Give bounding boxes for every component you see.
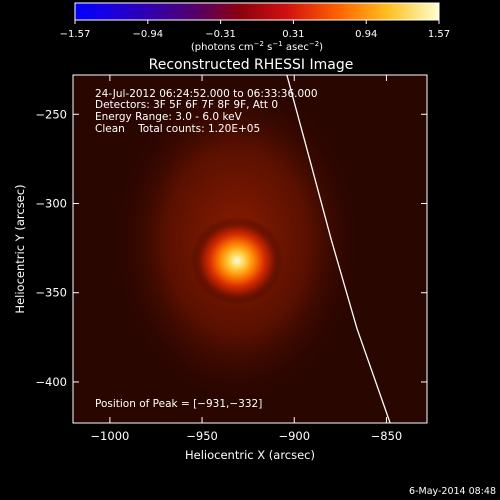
x-axis: −1000 −950 −900 −850 (90, 75, 402, 443)
x-tick-label: −1000 (90, 429, 129, 443)
footer-date: 6-May-2014 08:48 (409, 486, 496, 497)
annotation-detectors: Detectors: 3F 5F 6F 7F 8F 9F, Att 0 (95, 99, 278, 111)
colorbar-tick-label: −1.57 (60, 29, 91, 40)
x-tick-label: −850 (371, 429, 403, 443)
y-axis: −250 −300 −350 −400 (35, 107, 427, 389)
colorbar-tick-label: −0.31 (205, 29, 236, 40)
y-tick-label: −350 (35, 286, 67, 300)
x-tick-label: −950 (186, 429, 218, 443)
colorbar-label: (photons cm−2 s−1 asec−2) (191, 40, 323, 53)
colorbar-tick-label: 0.31 (282, 29, 304, 40)
x-axis-label: Heliocentric X (arcsec) (185, 448, 315, 462)
solar-limb-line (286, 75, 391, 423)
y-axis-label: Heliocentric Y (arcsec) (13, 184, 27, 313)
plot-frame (72, 74, 428, 424)
colorbar-tick-label: 0.94 (355, 29, 377, 40)
colorbar-tick-label: −0.94 (132, 29, 163, 40)
annotation-clean: Clean Total counts: 1.20E+05 (95, 123, 260, 135)
colorbar: −1.57 −0.94 −0.31 0.31 0.94 1.57 (photons cm−… (60, 2, 450, 53)
colorbar-gradient (74, 2, 440, 21)
image-area (73, 75, 427, 423)
annotation-energy: Energy Range: 3.0 - 6.0 keV (95, 111, 243, 123)
peak-source (191, 216, 284, 305)
y-tick-label: −300 (35, 196, 67, 210)
y-tick-label: −250 (35, 107, 67, 121)
colorbar-ticks: −1.57 −0.94 −0.31 0.31 0.94 1.57 (60, 20, 450, 40)
chart-title: Reconstructed RHESSI Image (149, 57, 354, 73)
annotation-time-range: 24-Jul-2012 06:24:52.000 to 06:33:36.000 (95, 88, 318, 100)
annotation-peak-position: Position of Peak = [−931,−332] (95, 398, 262, 410)
x-tick-label: −900 (278, 429, 310, 443)
y-tick-label: −400 (35, 375, 67, 389)
colorbar-tick-label: 1.57 (428, 29, 450, 40)
